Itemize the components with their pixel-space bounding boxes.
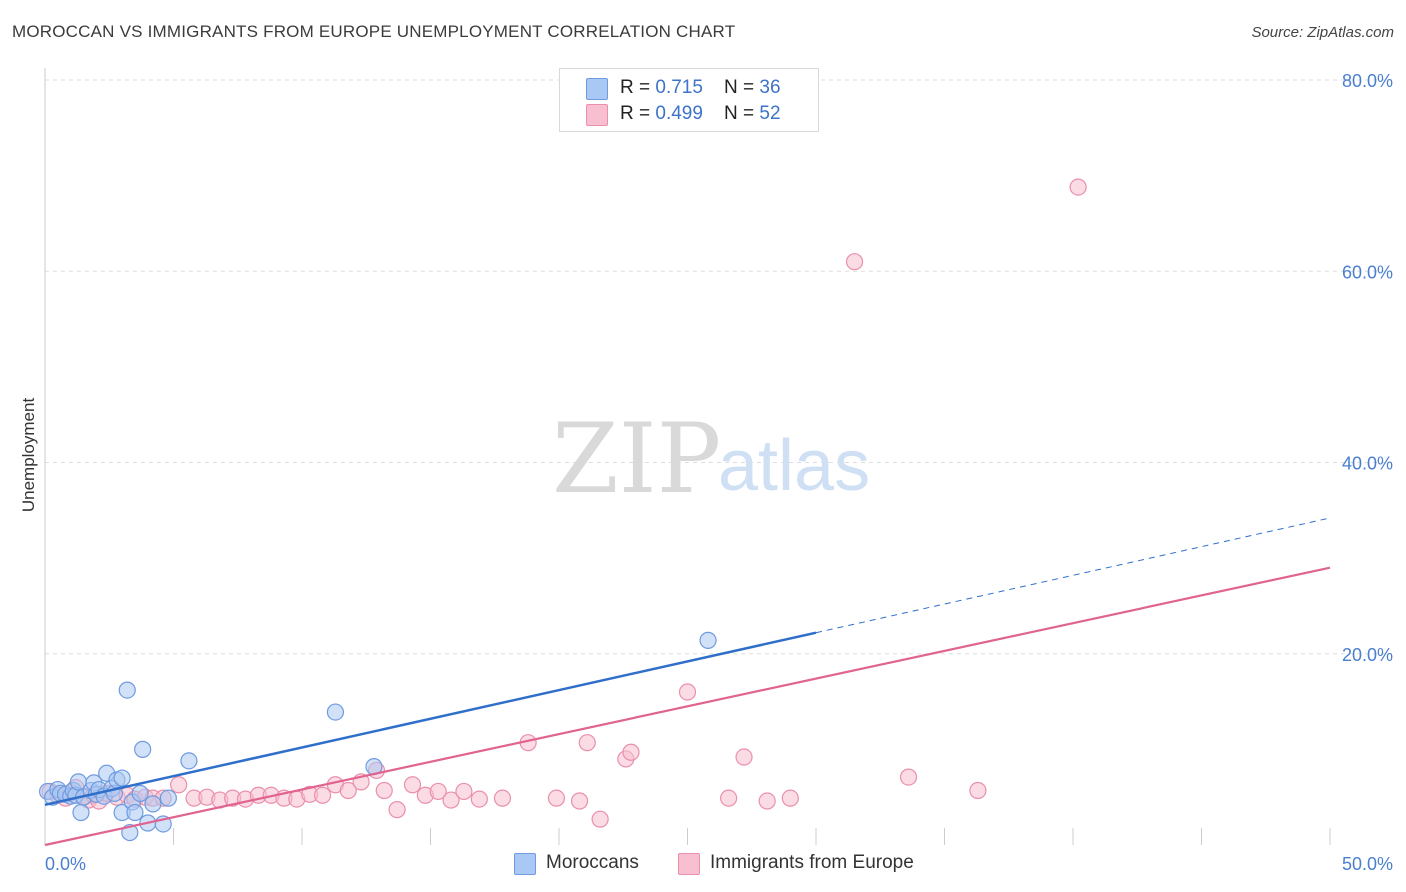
europe-point: [455, 782, 473, 801]
moroccans-point: [180, 752, 198, 770]
watermark-zip: ZIP: [552, 403, 721, 515]
europe-point: [678, 683, 697, 701]
moroccans-point: [72, 803, 90, 822]
europe-point: [339, 781, 357, 800]
europe-point: [845, 253, 864, 271]
europe-swatch: [586, 104, 608, 126]
moroccans-point: [326, 703, 345, 721]
stats-legend: R = 0.715 N = 36 R = 0.499 N = 52: [559, 68, 819, 132]
europe-point: [781, 789, 799, 807]
europe-point: [493, 789, 512, 807]
y-tick-label: 20.0%: [1342, 645, 1393, 665]
europe-point: [388, 801, 406, 819]
europe-point: [720, 789, 738, 807]
moroccans-point: [131, 784, 149, 802]
moroccans-legend-swatch: [514, 853, 536, 875]
chart-title: MOROCCAN VS IMMIGRANTS FROM EUROPE UNEMP…: [12, 22, 736, 41]
r-label: R =: [620, 103, 656, 124]
moroccans-trend-line: [44, 631, 817, 807]
trend-lines: [44, 517, 1331, 847]
x-tick-label: 0.0%: [45, 854, 86, 874]
moroccans-point: [118, 681, 136, 699]
europe-point: [591, 810, 609, 828]
y-tick-label: 40.0%: [1342, 454, 1393, 474]
europe-point: [758, 792, 776, 810]
legend-label-europe: Immigrants from Europe: [710, 852, 914, 873]
n-value: 36: [759, 77, 781, 98]
europe-point: [547, 789, 566, 807]
europe-point: [170, 776, 188, 794]
europe-point: [403, 776, 422, 794]
europe-point: [429, 782, 447, 801]
r-value: 0.499: [655, 103, 703, 124]
europe-point: [570, 792, 589, 810]
y-tick-label: 80.0%: [1342, 71, 1393, 91]
europe-point: [622, 743, 640, 761]
europe-point: [969, 781, 987, 800]
n-label: N =: [724, 103, 760, 124]
r-label: R =: [620, 77, 656, 98]
europe-legend-swatch: [678, 853, 700, 875]
moroccans-point: [159, 789, 177, 807]
data-points: [38, 178, 1087, 842]
europe-point: [735, 748, 753, 766]
watermark-atlas: atlas: [718, 426, 870, 506]
moroccans-point: [144, 795, 162, 813]
legend-label-moroccans: Moroccans: [546, 852, 639, 873]
moroccans-point: [113, 769, 131, 787]
moroccans-point: [134, 740, 152, 758]
moroccans-swatch: [586, 78, 608, 100]
moroccans-point: [699, 631, 717, 649]
watermark: ZIP atlas: [552, 403, 870, 515]
axes: 20.0% 40.0% 60.0% 80.0% 0.0% 50.0%: [44, 68, 1393, 874]
europe-point: [470, 790, 488, 808]
europe-point: [313, 786, 332, 804]
europe-point: [375, 781, 393, 800]
europe-point: [578, 734, 596, 752]
europe-point: [1069, 178, 1087, 196]
europe-point: [442, 791, 460, 809]
n-label: N =: [724, 77, 760, 98]
n-value: 52: [759, 103, 781, 124]
y-axis-label: Unemployment: [19, 398, 38, 513]
source-label: Source: ZipAtlas.com: [1251, 24, 1394, 41]
r-value: 0.715: [655, 77, 703, 98]
europe-point: [899, 768, 918, 786]
moroccans-point: [126, 803, 144, 822]
x-tick-label: 50.0%: [1342, 854, 1393, 874]
y-tick-label: 60.0%: [1342, 262, 1393, 282]
moroccans-trend-extension: [815, 517, 1331, 634]
europe-trend-line: [44, 566, 1331, 847]
